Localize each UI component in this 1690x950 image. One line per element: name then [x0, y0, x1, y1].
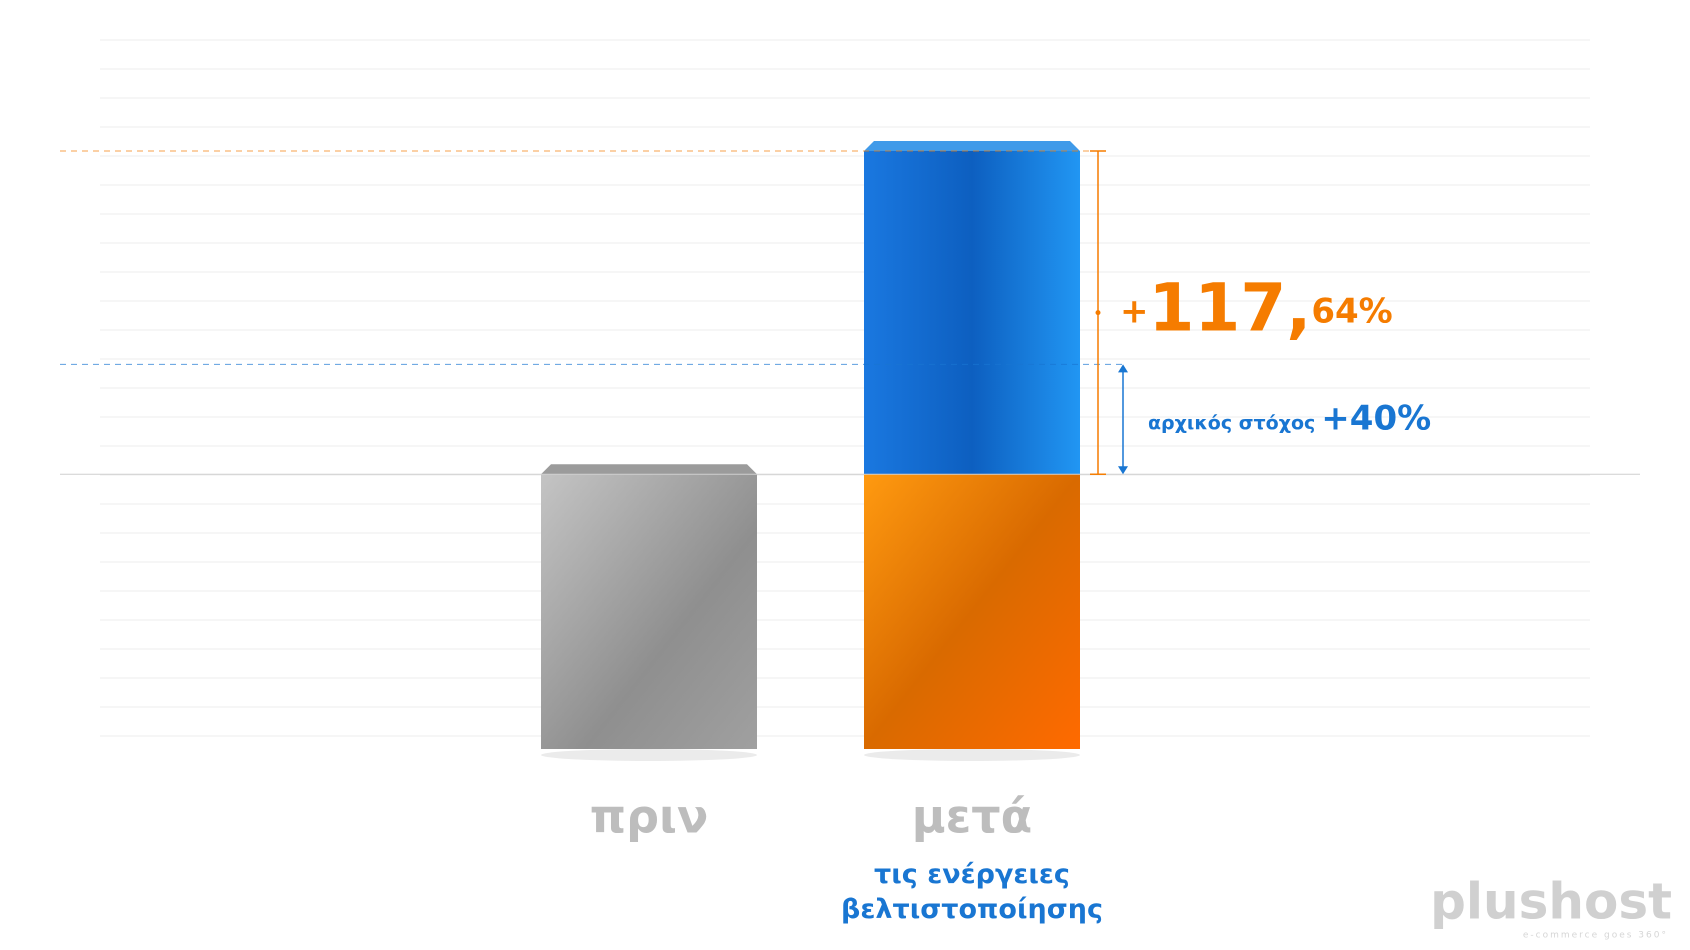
logo-tagline: e-commerce goes 360°	[1523, 931, 1668, 941]
bar	[541, 474, 757, 749]
background	[100, 39, 1590, 737]
arrow-head	[1118, 466, 1128, 475]
category-label: μετά	[912, 790, 1032, 844]
increase-label: +117,64%	[1120, 270, 1393, 347]
bracket-dot	[1095, 310, 1101, 316]
bar-top	[541, 464, 757, 475]
bar-shadow	[864, 749, 1080, 761]
logo: plushost	[1430, 873, 1672, 931]
category-label: πριν	[590, 790, 709, 844]
target-label: αρχικός στόχος	[1148, 412, 1315, 434]
bar	[864, 151, 1080, 475]
bar-top	[864, 141, 1080, 151]
bar	[864, 474, 1080, 749]
arrow-head	[1118, 364, 1128, 373]
target-value: +40%	[1321, 398, 1431, 438]
bar-shadow	[541, 749, 757, 761]
category-sublabel: τις ενέργειες βελτιστοποίησης	[841, 859, 1103, 925]
